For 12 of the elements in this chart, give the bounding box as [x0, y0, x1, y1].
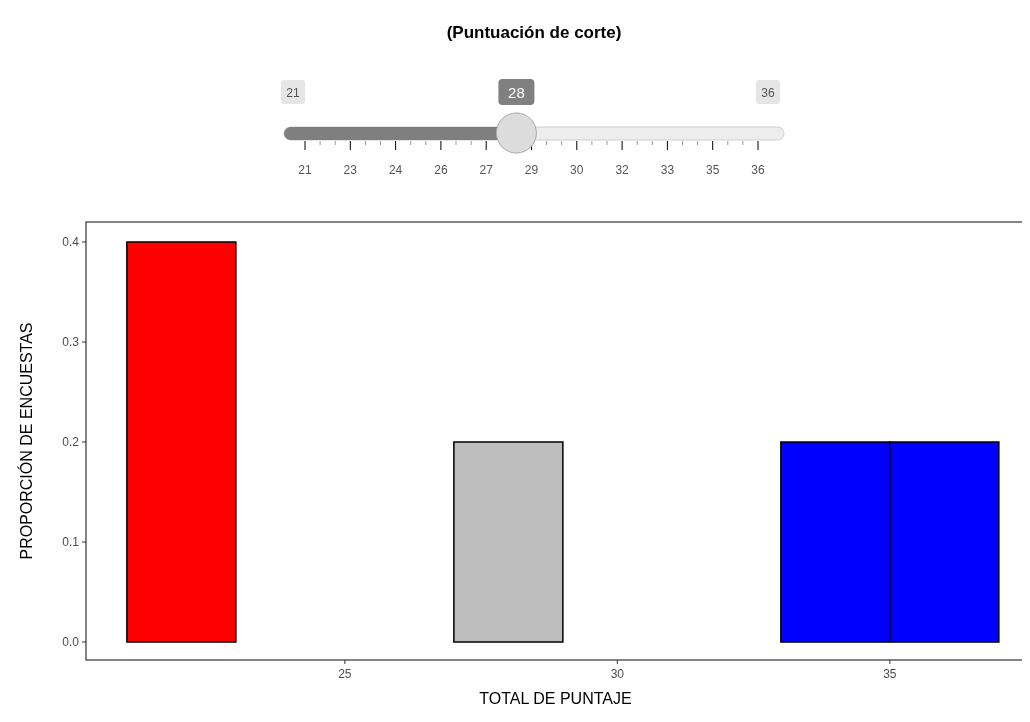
slider: 21 28 36 21 23 24 26 27 29 30 32 33 35 36	[281, 79, 785, 177]
y-axis-title: PROPORCIÓN DE ENCUESTAS	[17, 322, 35, 560]
y-tick-label: 0.0	[62, 635, 80, 650]
y-tick-label: 0.3	[62, 335, 80, 350]
y-tick-label: 0.2	[62, 435, 80, 450]
y-tick-label: 0.1	[62, 535, 80, 550]
x-axis-title: TOTAL DE PUNTAJE	[479, 690, 632, 707]
x-tick-label: 30	[610, 667, 625, 681]
x-tick-label: 25	[338, 667, 352, 681]
x-tick-label: 35	[883, 667, 897, 681]
y-tick-label: 0.4	[62, 235, 80, 250]
chart-title: (Puntuación de corte)	[446, 23, 622, 42]
